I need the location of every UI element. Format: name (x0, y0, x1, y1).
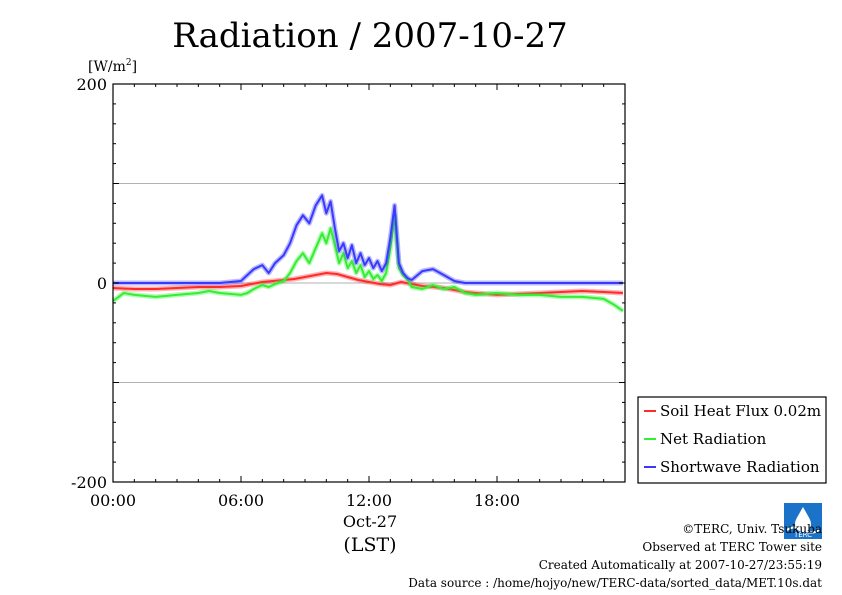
y-tick-label: 200 (76, 75, 107, 94)
legend-label: Shortwave Radiation (660, 458, 820, 476)
x-tick-label: 06:00 (218, 491, 264, 510)
footer: ©TERC, Univ. Tsukuba Observed at TERC To… (408, 520, 822, 592)
legend: Soil Heat Flux 0.02m Net Radiation Shortwa… (637, 396, 827, 484)
x-axis-label: (LST) (343, 534, 396, 556)
axis-ticks (112, 83, 626, 483)
chart-title: Radiation / 2007-10-27 (172, 16, 568, 56)
terc-logo: TERC (784, 503, 822, 539)
series-line (113, 194, 623, 284)
created-timestamp-text: Created Automatically at 2007-10-27/23:5… (538, 558, 822, 572)
x-date-label: Oct-27 (343, 512, 397, 531)
series-line (112, 272, 623, 296)
y-tick-label: -200 (71, 473, 107, 492)
x-tick-label: 00:00 (90, 491, 136, 510)
water-drop-icon (795, 507, 811, 532)
logo-text: TERC (793, 531, 812, 539)
legend-label: Net Radiation (660, 430, 767, 448)
y-axis-unit: [W/m2] (88, 58, 137, 75)
x-tick-labels: 00:00 06:00 12:00 18:00 (90, 491, 520, 510)
x-tick-label: 18:00 (474, 491, 520, 510)
y-tick-labels: -200 0 200 (71, 75, 107, 492)
x-tick-label: 12:00 (346, 491, 392, 510)
legend-box (637, 396, 827, 484)
wave-icon (786, 526, 820, 534)
copyright-text: ©TERC, Univ. Tsukuba (682, 522, 822, 536)
observation-site-text: Observed at TERC Tower site (642, 540, 822, 554)
series-layer (111, 192, 625, 313)
legend-label: Soil Heat Flux 0.02m (660, 402, 821, 420)
series-line (112, 214, 624, 312)
data-source-text: Data source : /home/hojyo/new/TERC-data/… (408, 576, 822, 590)
y-tick-label: 0 (97, 274, 107, 293)
